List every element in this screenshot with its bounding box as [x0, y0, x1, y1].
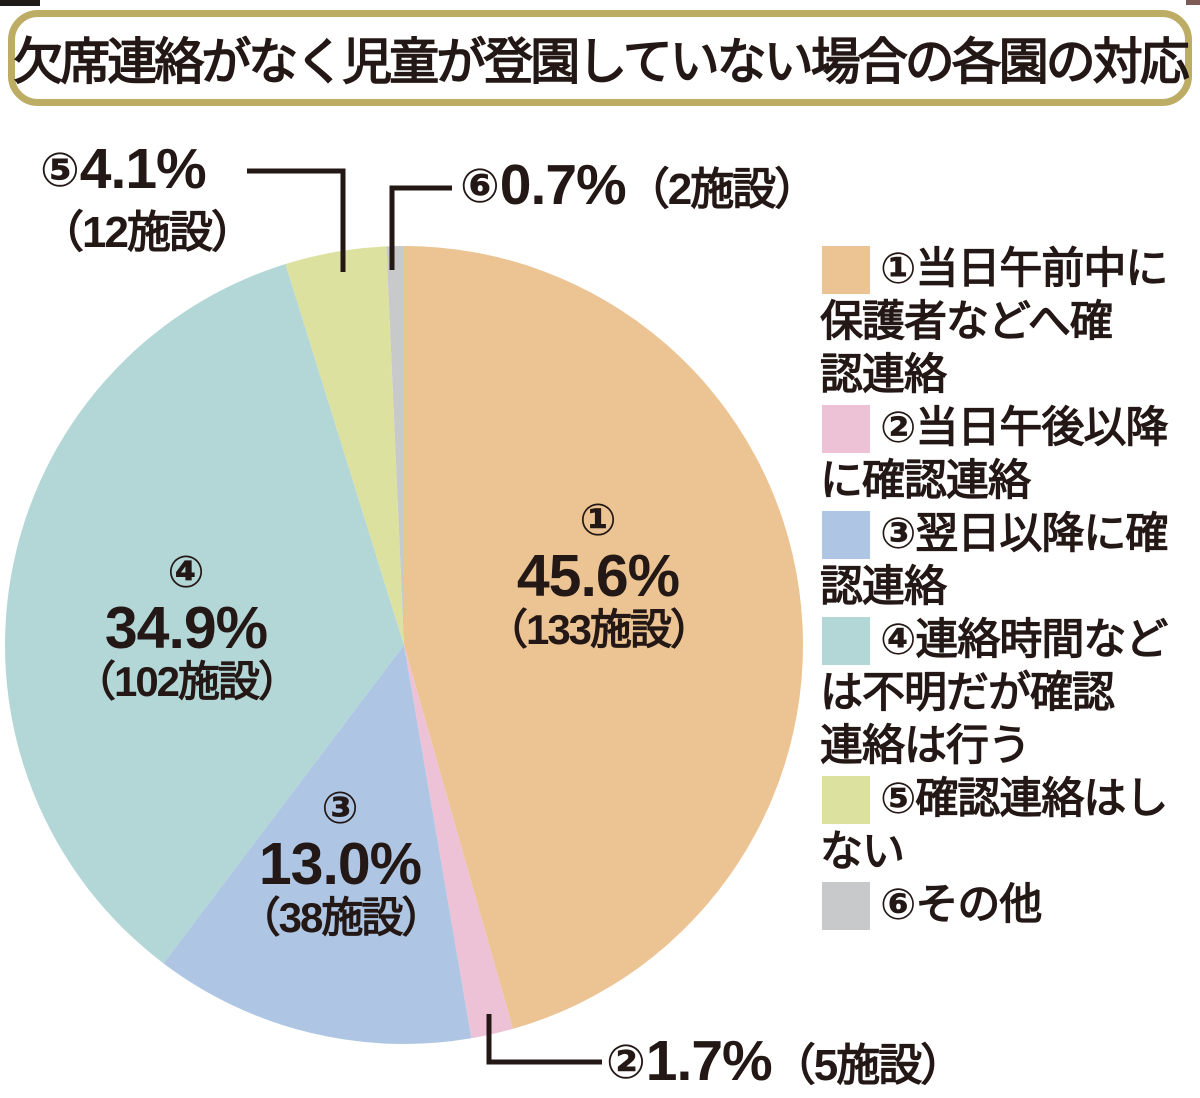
slice2-number: ②	[606, 1035, 646, 1088]
legend-item-3: ③翌日以降に確 認連絡	[820, 508, 1200, 614]
slice1-number: ①	[579, 496, 617, 545]
legend-swatch-4	[822, 617, 870, 665]
pie-slices-group	[5, 246, 803, 1044]
legend-swatch-6	[822, 882, 870, 930]
chart-title-box: 欠席連絡がなく児童が登園していない場合の各園の対応	[8, 10, 1192, 106]
legend-label-1: ①当日午前中に 保護者などへ確 認連絡	[820, 245, 1168, 399]
legend-item-1: ①当日午前中に 保護者などへ確 認連絡	[820, 243, 1200, 402]
crop-artifact-top-left	[0, 0, 40, 6]
pie-slice-5	[285, 246, 404, 645]
slice5-percent-line: ⑤4.1%	[40, 136, 253, 202]
slice4-count: （102施設）	[73, 658, 300, 705]
slice6-percent: 0.7%	[499, 153, 627, 217]
leader-line-slice6	[389, 185, 452, 270]
pie-slice-2	[404, 645, 513, 1039]
pie-slice-3	[163, 645, 472, 1044]
slice-label-3: ③ 13.0% （38施設）	[238, 784, 444, 942]
leader-line-slice5	[247, 168, 346, 272]
legend-label-2: ②当日午後以降 に確認連絡	[820, 404, 1168, 505]
slice4-number: ④	[167, 548, 205, 597]
slice5-number: ⑤	[40, 143, 80, 196]
slice3-percent: 13.0%	[258, 831, 422, 897]
legend-label-5: ⑤確認連絡はし ない	[820, 775, 1168, 876]
leader-lines-group	[247, 168, 602, 1065]
slice6-number: ⑥	[460, 159, 500, 212]
slice6-count: （2施設）	[625, 165, 818, 214]
legend-swatch-2	[822, 405, 870, 453]
leader-line-slice2	[486, 1014, 602, 1065]
legend-swatch-5	[822, 776, 870, 824]
slice1-percent: 45.6%	[516, 543, 680, 609]
pie-slice-6	[386, 246, 404, 645]
slice4-percent: 34.9%	[104, 595, 268, 661]
slice1-count: （133施設）	[485, 606, 712, 653]
legend: ①当日午前中に 保護者などへ確 認連絡 ②当日午後以降 に確認連絡 ③翌日以降に…	[820, 243, 1200, 932]
chart-title: 欠席連絡がなく児童が登園していない場合の各園の対応	[13, 34, 1189, 90]
pie-slice-4	[5, 264, 405, 964]
slice-label-6: ⑥0.7%（2施設）	[460, 152, 818, 218]
legend-label-3: ③翌日以降に確 認連絡	[820, 510, 1168, 611]
slice2-percent: 1.7%	[645, 1029, 773, 1093]
slice-label-2: ②1.7%（5施設）	[606, 1028, 964, 1094]
pie-slice-1	[404, 246, 803, 1029]
slice5-count: （12施設）	[40, 208, 255, 257]
legend-item-4: ④連絡時間など は不明だが確認 連絡は行う	[820, 614, 1200, 773]
slice-label-4: ④ 34.9% （102施設）	[73, 548, 300, 706]
crop-artifact-top-right	[1186, 0, 1200, 5]
legend-swatch-3	[822, 511, 870, 559]
slice2-count: （5施設）	[771, 1041, 964, 1090]
legend-item-6: ⑥その他	[820, 879, 1200, 932]
legend-swatch-1	[822, 246, 870, 294]
slice3-count: （38施設）	[238, 894, 444, 941]
legend-label-4: ④連絡時間など は不明だが確認 連絡は行う	[820, 616, 1168, 770]
legend-item-5: ⑤確認連絡はし ない	[820, 773, 1200, 879]
slice-label-5: ⑤4.1% （12施設）	[40, 136, 255, 258]
slice5-percent: 4.1%	[79, 137, 207, 201]
slice3-number: ③	[321, 784, 359, 833]
legend-label-6: ⑥その他	[880, 881, 1042, 929]
slice-label-1: ① 45.6% （133施設）	[485, 496, 712, 654]
legend-item-2: ②当日午後以降 に確認連絡	[820, 402, 1200, 508]
